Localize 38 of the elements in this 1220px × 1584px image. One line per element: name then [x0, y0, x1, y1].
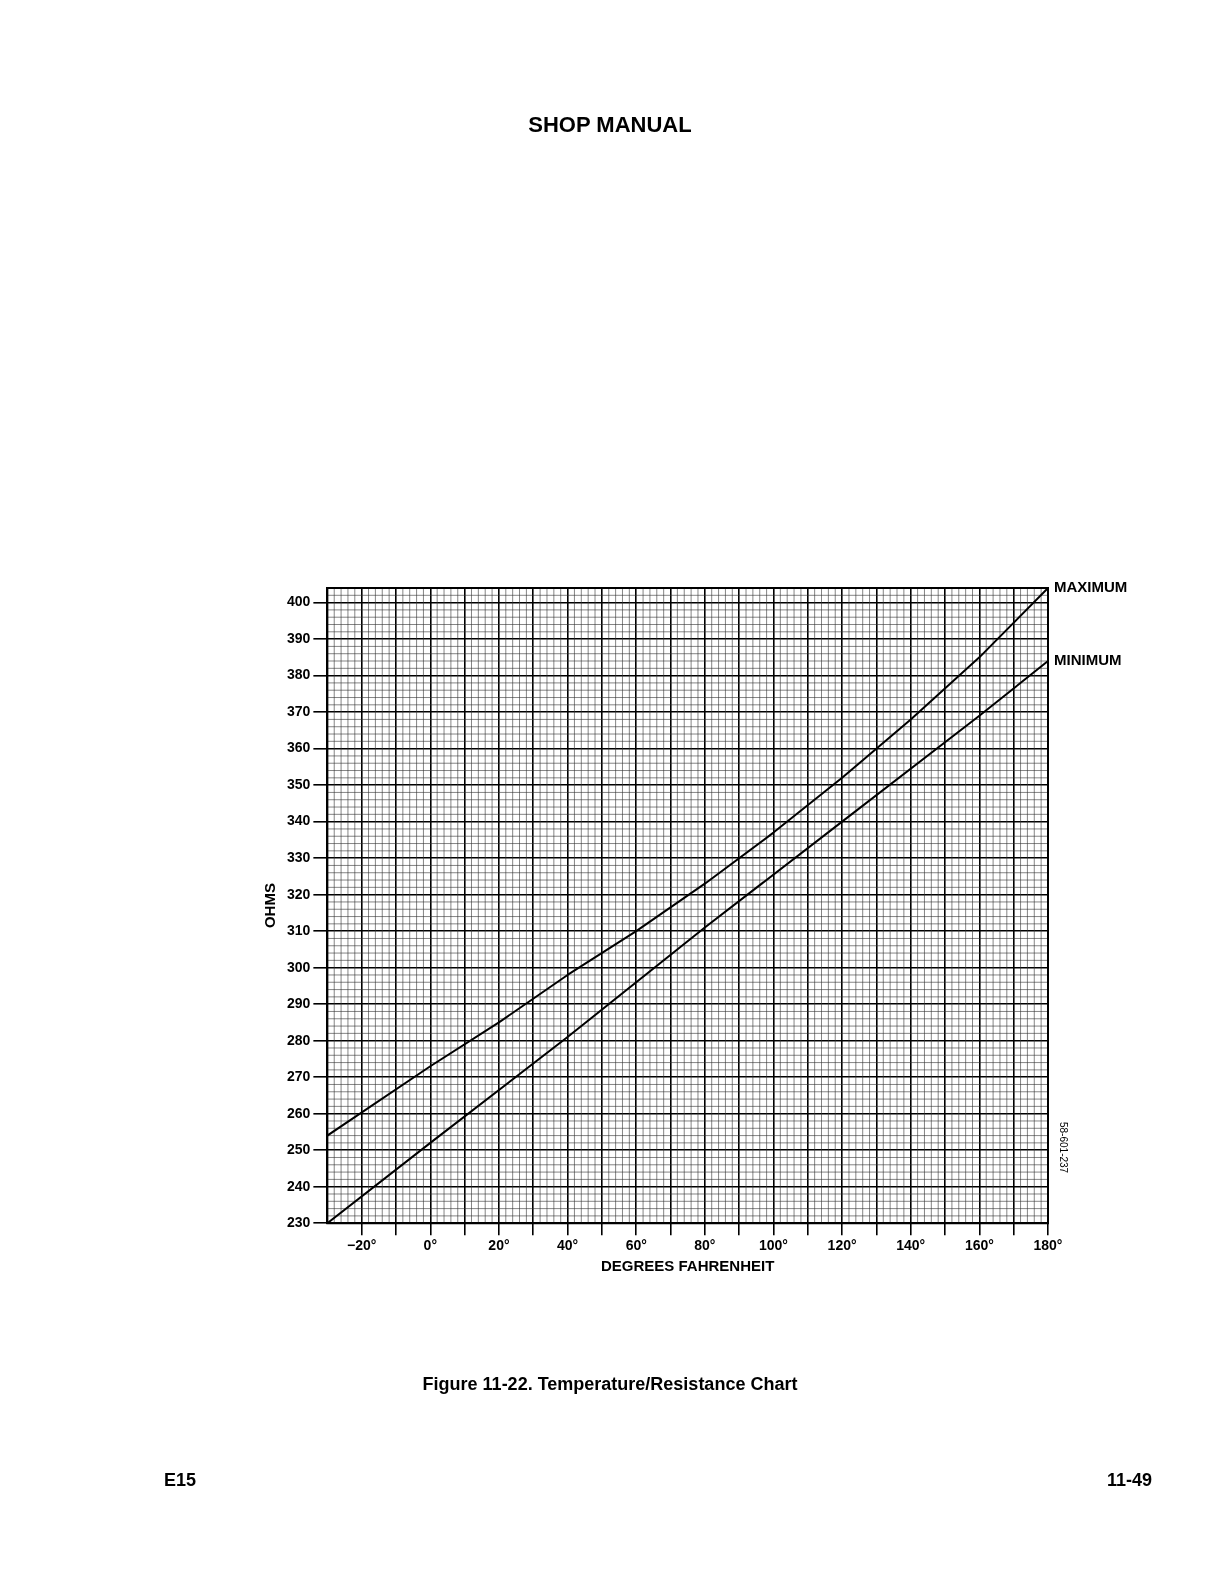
y-tick-label: 320 [287, 885, 311, 902]
x-tick-label: 180° [1033, 1237, 1063, 1254]
y-tick-label: 280 [287, 1031, 311, 1048]
x-tick-label: −20° [346, 1237, 377, 1254]
y-tick-label: 370 [287, 702, 311, 719]
y-tick-label: 330 [287, 849, 311, 865]
y-tick-label: 360 [287, 739, 311, 756]
y-tick-label: 350 [287, 775, 311, 792]
caption: Figure 11-22. Temperature/Resistance Chart [421, 1374, 799, 1395]
text: 58-601-237 [1058, 1122, 1069, 1174]
x-tick-label: 40° [556, 1237, 579, 1254]
x-tick-label: 100° [758, 1237, 788, 1254]
y-tick-label: 260 [287, 1104, 311, 1121]
x-tick-label: 140° [896, 1237, 926, 1254]
y-tick-label: 390 [287, 629, 311, 646]
x-tick-label: 0° [423, 1237, 437, 1254]
y-tick-label: 240 [287, 1177, 311, 1194]
y-tick-label: 250 [287, 1141, 311, 1158]
x-tick-label: 160° [964, 1237, 994, 1254]
y-tick-label: 380 [287, 666, 311, 683]
x-tick-label: 60° [625, 1237, 647, 1254]
text: 11-49 [1106, 1470, 1152, 1491]
y-tick-label: 400 [287, 593, 311, 610]
chart-title: SHOP MANUAL [527, 112, 693, 138]
y-axis-title: OHMS [261, 883, 279, 929]
x-axis-title: DEGREES FAHRENHEIT [601, 1257, 775, 1275]
y-tick-label: 300 [287, 958, 311, 975]
x-tick-label: 120° [827, 1237, 857, 1254]
x-tick-label: 20° [488, 1237, 510, 1254]
y-tick-label: 290 [287, 995, 311, 1012]
y-tick-label: 230 [287, 1214, 311, 1231]
text: E15 [164, 1470, 197, 1491]
y-tick-label: 340 [287, 812, 311, 829]
x-tick-label: 80° [694, 1237, 716, 1254]
y-tick-label: 270 [287, 1068, 311, 1085]
series-label: MAXIMUM [1054, 578, 1128, 596]
series-label: MINIMUM [1054, 651, 1122, 669]
y-tick-label: 310 [287, 922, 311, 939]
